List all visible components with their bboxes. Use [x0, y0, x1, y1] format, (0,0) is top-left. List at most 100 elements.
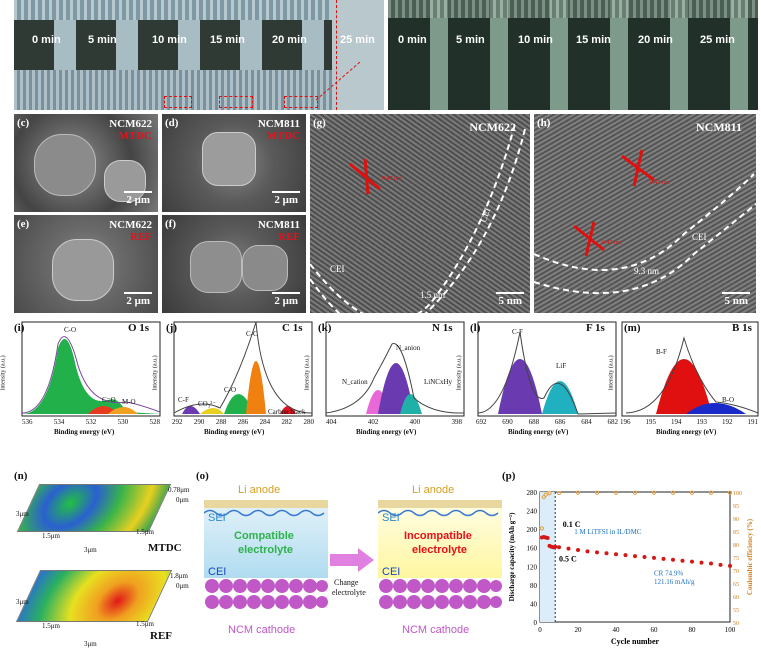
- sem-title: NCM811 REF: [257, 219, 300, 243]
- y2-tick-label: 100: [733, 491, 742, 497]
- annotation: CR 74.9%: [654, 570, 683, 578]
- cell-compatible: Li anode SEI Compatible electrolyte CEI …: [204, 484, 328, 636]
- axis-label: 1.5μm: [136, 620, 154, 628]
- ce-point: [575, 490, 581, 495]
- x-tick-row: 292 290 288 286 284 282 280: [172, 418, 314, 426]
- time-label: 15 min: [576, 34, 611, 46]
- panel-label: (h): [537, 117, 551, 129]
- xps-panel-j: [173, 321, 313, 417]
- optical-strip-left: 0 min 5 min 10 min 15 min 20 min 25 min: [14, 0, 384, 110]
- lattice-label: 0.47 nm: [382, 176, 402, 182]
- axis-label: 1.5μm: [42, 622, 60, 630]
- edge-label: 3μm: [16, 598, 29, 606]
- peak-label: C-F: [512, 328, 523, 336]
- y2-tick-label: 55: [733, 608, 739, 614]
- x-tick-label: 80: [689, 626, 697, 634]
- capacity-point: [576, 548, 580, 553]
- lattice-label: 0.47 nm: [650, 180, 670, 186]
- panel-label: (f): [165, 218, 176, 230]
- y-axis-label: Intensity (a.u.): [304, 355, 311, 391]
- peak-label: LiNCxHy: [424, 378, 452, 386]
- xps-title: B 1s: [732, 322, 752, 334]
- capacity-point: [553, 544, 558, 549]
- panel-label: (o): [196, 470, 209, 482]
- y2-tick-label: 65: [733, 582, 739, 588]
- peak-label: CO₃²⁻: [198, 400, 216, 408]
- y-tick-label: 200: [527, 526, 538, 534]
- afm-surface-mtdc: [16, 484, 172, 532]
- y2-axis-label: Coulombic efficiency (%): [746, 518, 754, 595]
- thickness-label: 9.3 nm: [634, 266, 660, 276]
- peak-label: LiF: [556, 362, 567, 370]
- y2-tick-label: 80: [733, 543, 739, 549]
- x-tick-row: 404 402 400 398: [326, 418, 462, 426]
- capacity-point: [709, 561, 713, 566]
- z-max-label: 0.78μm: [168, 486, 190, 494]
- ce-point: [539, 526, 545, 531]
- xps-panel-i: [21, 321, 161, 417]
- x-tick-label: 100: [725, 626, 736, 634]
- y-tick-label: 40: [530, 600, 538, 608]
- optical-strip-right: 0 min 5 min 10 min 15 min 20 min 25 min: [388, 0, 758, 110]
- annotation: 0.5 C: [559, 555, 577, 564]
- tem-title: NCM811: [696, 120, 742, 134]
- xps-title: C 1s: [282, 322, 303, 334]
- y-axis-label: Discharge capacity (mAh g⁻¹): [508, 512, 516, 601]
- cei-label: CEI: [208, 566, 227, 578]
- y2-tick-label: 70: [733, 569, 739, 575]
- anode-label: Li anode: [412, 484, 455, 496]
- cei-label: CEI: [382, 566, 401, 578]
- ce-point: [556, 490, 562, 496]
- ce-point: [543, 492, 548, 497]
- scale-bar: 5 nm: [496, 292, 524, 307]
- x-tick-label: 60: [651, 626, 659, 634]
- scale-bar: 2 μm: [272, 292, 300, 307]
- x-tick-label: 40: [613, 626, 621, 634]
- y-tick-label: 0: [534, 619, 538, 627]
- x-tick-label: 0: [538, 626, 542, 634]
- sem-title: NCM622 REF: [109, 219, 152, 243]
- scale-bar: 2 μm: [124, 191, 152, 206]
- y-axis-label: Intensity (a.u.): [456, 355, 463, 391]
- electrolyte-label: Incompatible: [404, 530, 472, 542]
- y2-tick-label: 75: [733, 556, 739, 562]
- sem-title: NCM622 MTDC: [109, 118, 152, 142]
- y2-tick-label: 90: [733, 517, 739, 523]
- ce-point: [689, 490, 695, 495]
- y-tick-label: 120: [527, 563, 538, 571]
- panel-label: (i): [14, 322, 25, 334]
- x-axis-label: Binding energy (eV): [656, 428, 717, 436]
- time-label: 0 min: [32, 34, 61, 46]
- capacity-point: [728, 563, 732, 568]
- lattice-label: 0.47 nm: [602, 240, 622, 246]
- sem-panel-d: (d) NCM811 MTDC 2 μm: [162, 114, 306, 212]
- ce-point: [670, 490, 676, 495]
- panel-label: (e): [17, 218, 30, 230]
- y2-tick-label: 95: [733, 504, 739, 510]
- peak-label: M-O: [122, 398, 136, 406]
- capacity-point: [671, 557, 675, 562]
- xps-panel-l: [477, 321, 617, 417]
- edge-label: 3μm: [84, 546, 97, 554]
- time-label: 10 min: [518, 34, 553, 46]
- xps-panel-m: [621, 321, 759, 417]
- y2-tick-label: 50: [733, 621, 739, 627]
- panel-label: (c): [17, 117, 30, 129]
- cathode-label: NCM cathode: [402, 624, 470, 636]
- capacity-point: [623, 553, 628, 558]
- peak-label: C-C: [246, 330, 258, 338]
- z-min-label: 0μm: [176, 582, 189, 590]
- capacity-point: [633, 554, 637, 559]
- ce-point: [613, 490, 619, 495]
- capacity-point: [557, 545, 561, 550]
- sem-panel-c: (c) NCM622 MTDC 2 μm: [14, 114, 158, 212]
- y-tick-label: 280: [527, 489, 538, 497]
- time-label: 20 min: [272, 34, 307, 46]
- ce-point: [708, 490, 714, 495]
- ce-point: [727, 490, 733, 495]
- time-label: 5 min: [456, 34, 485, 46]
- axis-label: 1.5μm: [42, 532, 60, 540]
- y-axis-label: Intensity (a.u.): [608, 355, 615, 391]
- annotation: 1 M LiTFSI in IL/DMC: [574, 528, 642, 536]
- cei-label: CEI: [692, 232, 707, 242]
